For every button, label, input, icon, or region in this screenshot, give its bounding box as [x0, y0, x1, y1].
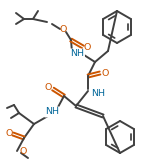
Text: O: O — [5, 130, 13, 139]
Text: O: O — [44, 83, 52, 92]
Text: O: O — [101, 69, 109, 78]
Text: NH: NH — [45, 107, 59, 116]
Text: O: O — [83, 43, 91, 52]
Text: NH: NH — [91, 89, 105, 98]
Text: O: O — [19, 147, 26, 156]
Text: O: O — [59, 25, 67, 34]
Text: NH: NH — [70, 50, 84, 59]
